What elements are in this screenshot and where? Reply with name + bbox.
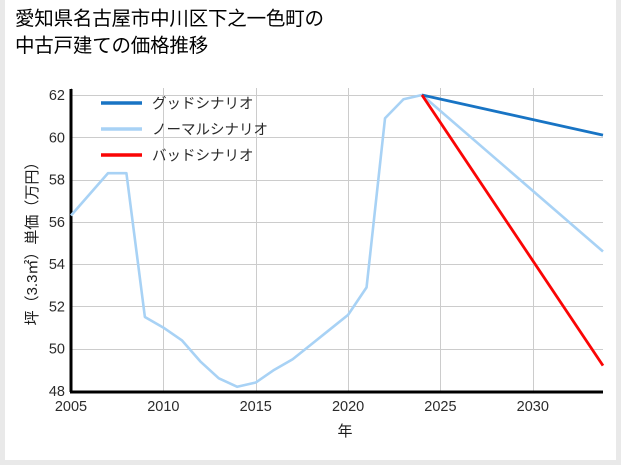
- x-tick-label: 2030: [517, 399, 549, 415]
- price-trend-line-chart: 48 50 52 54 56 58 60 62 2005 2010 2015 2020 2025 203…: [24, 88, 605, 440]
- plot-area: 48 50 52 54 56 58 60 62 2005 2010 2015 2020 2025 203…: [5, 0, 616, 460]
- legend-label-2: バッドシナリオ: [152, 149, 254, 165]
- x-tick-label: 2020: [332, 399, 364, 415]
- y-tick-label: 58: [49, 173, 65, 189]
- series-line-2: [420, 94, 605, 367]
- series-lines: [70, 93, 605, 389]
- gridlines: [71, 95, 603, 392]
- x-tick-label: 2025: [424, 399, 456, 415]
- y-tick-label: 62: [49, 88, 65, 104]
- series-line-1: [421, 93, 604, 137]
- vertical-gridlines: [71, 88, 534, 391]
- page-title: 愛知県名古屋市中川区下之一色町の 中古戸建ての価格推移: [15, 8, 324, 57]
- x-tick-label: 2015: [240, 399, 272, 415]
- x-tick-label: 2010: [147, 399, 179, 415]
- series-line-0: [70, 93, 604, 389]
- y-tick-labels: 48 50 52 54 56 58 60 62: [49, 88, 65, 400]
- y-tick-label: 60: [49, 130, 65, 146]
- y-tick-label: 50: [49, 342, 65, 358]
- y-tick-label: 56: [49, 215, 65, 231]
- x-tick-labels: 2005 2010 2015 2020 2025 2030: [55, 399, 549, 415]
- x-axis-title: 年: [337, 423, 352, 440]
- legend-label-0: グッドシナリオ: [152, 96, 254, 113]
- y-axis-title: 坪（3.3㎡）単価（万円）: [24, 155, 41, 326]
- y-tick-label: 54: [49, 257, 65, 273]
- legend-label-1: ノーマルシナリオ: [152, 123, 268, 139]
- y-tick-label: 48: [49, 384, 65, 400]
- x-tick-label: 2005: [55, 399, 87, 415]
- y-tick-label: 52: [49, 299, 65, 315]
